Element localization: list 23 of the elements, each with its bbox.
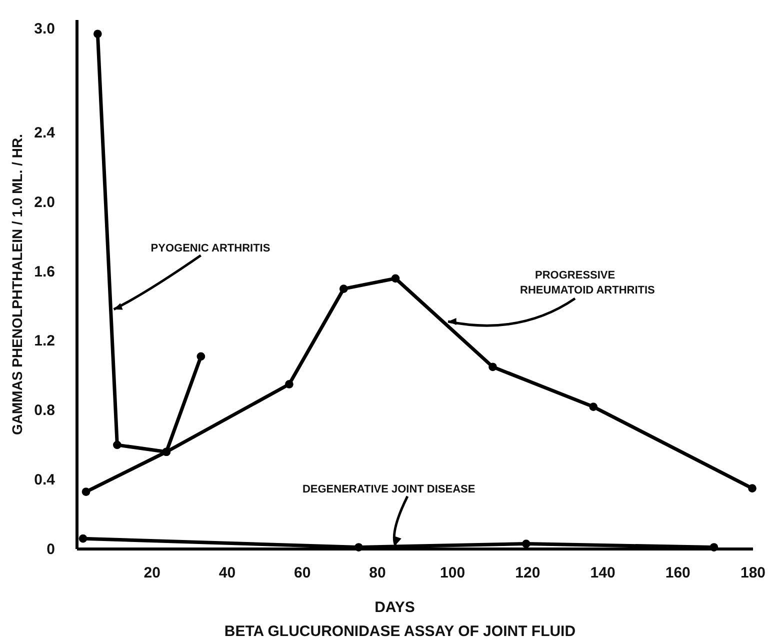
text: BETA GLUCURONIDASE ASSAY OF JOINT FLUID bbox=[224, 623, 576, 640]
x-tick-label: 60 bbox=[294, 564, 311, 582]
x-tick-label: 140 bbox=[590, 564, 616, 582]
x-axis-title: DAYS bbox=[374, 599, 415, 616]
x-tick-label: 40 bbox=[218, 564, 236, 582]
y-tick-label: 0.8 bbox=[34, 402, 55, 420]
x-tick-label: 80 bbox=[369, 564, 386, 582]
annotation: DEGENERATIVE JOINT DISEASE bbox=[302, 483, 476, 496]
x-tick-label: 180 bbox=[740, 564, 766, 582]
y-tick-label: 2.4 bbox=[34, 124, 56, 142]
y-axis-title: GAMMAS PHENOLPHTHALEIN / 1.0 ML. / HR. bbox=[9, 134, 25, 436]
y-tick-label: 0.4 bbox=[34, 471, 56, 488]
x-tick-label: 120 bbox=[515, 564, 540, 582]
y-tick-label: 1.2 bbox=[34, 332, 55, 350]
x-tick-label: 160 bbox=[665, 564, 690, 582]
y-tick-label: 0 bbox=[46, 540, 55, 558]
x-tick-label: 20 bbox=[144, 564, 160, 582]
y-tick-label: 3.0 bbox=[34, 20, 55, 38]
annotation: PYOGENIC ARTHRITIS bbox=[150, 242, 270, 254]
y-tick-label: 1.6 bbox=[34, 263, 55, 280]
annotation: PROGRESSIVE RHEUMATOID ARTHRITIS bbox=[520, 270, 655, 297]
y-tick-label: 2.0 bbox=[34, 194, 55, 211]
x-tick-label: 100 bbox=[440, 564, 466, 582]
